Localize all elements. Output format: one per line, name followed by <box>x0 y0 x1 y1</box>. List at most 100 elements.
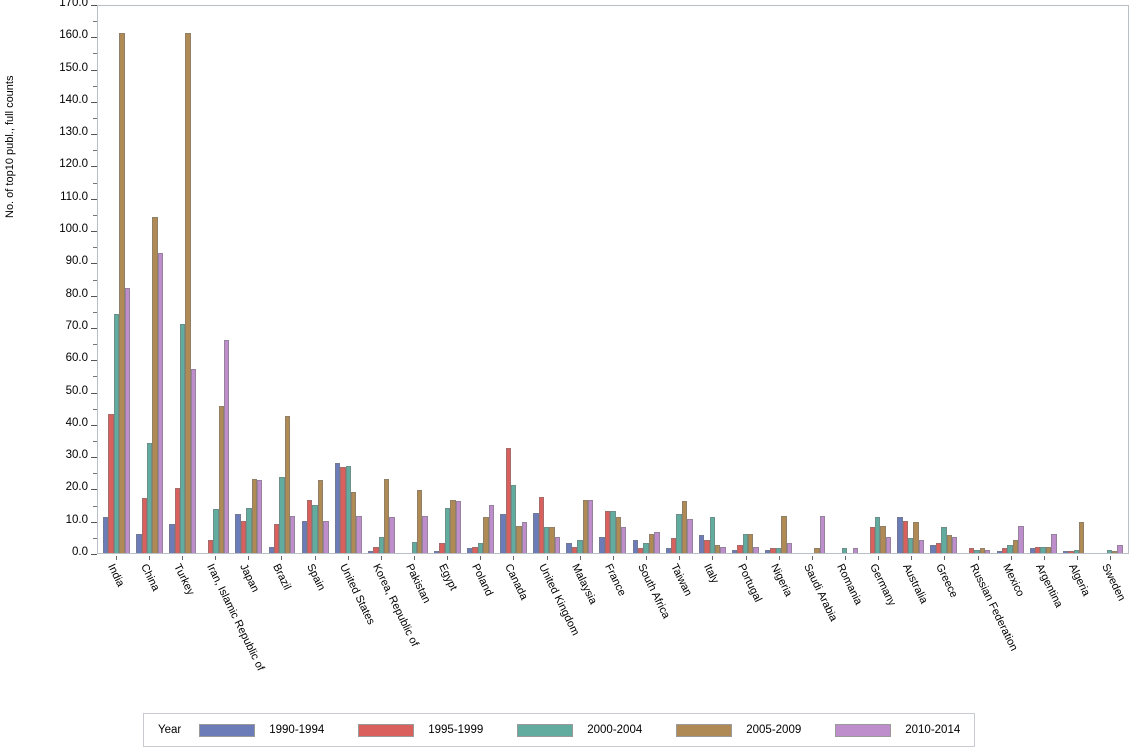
bar <box>124 288 131 553</box>
y-tick-minor <box>0 505 97 507</box>
legend-item[interactable]: 1990-1994 <box>199 723 324 737</box>
y-tick-label: 130.0 <box>59 126 88 139</box>
bar <box>632 540 638 553</box>
legend-item[interactable]: 2005-2009 <box>676 723 801 737</box>
legend-item[interactable]: 1995-1999 <box>358 723 484 737</box>
x-axis-label: Australia <box>900 562 931 606</box>
bar-groups <box>98 6 1128 553</box>
x-axis-tick: Japan <box>232 556 265 691</box>
x-axis-tick: Algeria <box>1061 556 1094 691</box>
bar <box>1045 546 1052 553</box>
bar <box>323 520 329 553</box>
x-axis-label: Turkey <box>171 562 197 598</box>
bar <box>742 533 749 553</box>
legend-label: 1995-1999 <box>428 724 484 736</box>
y-tick-label: 20.0 <box>65 481 88 494</box>
bar <box>345 465 351 553</box>
y-tick-minor <box>0 279 97 281</box>
plot-area <box>97 5 1129 554</box>
x-axis-label: Germany <box>867 562 899 608</box>
y-tick-label: 50.0 <box>65 384 88 397</box>
bar <box>615 517 622 553</box>
x-axis-tick: Romania <box>828 556 864 691</box>
bar <box>334 462 341 553</box>
bar <box>770 548 776 553</box>
bar <box>941 527 947 553</box>
legend-item[interactable]: 2010-2014 <box>835 723 960 737</box>
bar <box>103 517 109 553</box>
bar <box>709 517 715 553</box>
bar <box>704 540 710 553</box>
bar-group <box>596 6 629 553</box>
x-axis-label: Greece <box>933 562 961 600</box>
y-tick-label: 110.0 <box>60 190 88 203</box>
y-tick-minor <box>0 182 97 184</box>
bar <box>1117 544 1123 553</box>
bar-group <box>960 6 993 553</box>
bar <box>665 548 672 553</box>
bar-group <box>696 6 729 553</box>
y-tick: 130.0 <box>0 126 97 138</box>
bar <box>852 548 859 553</box>
legend-items: 1990-1994 1995-1999 2000-2004 2005-2009 2010… <box>199 723 960 737</box>
y-tick-label: 100.0 <box>59 223 88 236</box>
bar-group <box>927 6 960 553</box>
bar-group <box>828 6 861 553</box>
y-tick: 50.0 <box>0 385 97 397</box>
bar <box>340 467 346 553</box>
bar <box>549 527 555 553</box>
x-axis-label: Egypt <box>436 562 460 593</box>
bar-group <box>166 6 199 553</box>
bar <box>930 544 936 553</box>
bar-group <box>729 6 762 553</box>
bar <box>1068 551 1074 553</box>
bar-group <box>365 6 398 553</box>
bar <box>1012 540 1019 553</box>
x-axis-tick: Mexico <box>994 556 1027 691</box>
bar <box>571 546 578 553</box>
y-tick-minor <box>0 247 97 249</box>
x-axis-label: Taiwan <box>668 562 695 599</box>
legend-title: Year <box>158 724 182 736</box>
bar-group <box>100 6 133 553</box>
y-tick-minor <box>0 408 97 410</box>
x-axis-label: Brazil <box>270 562 294 592</box>
y-tick-label: 10.0 <box>65 513 88 526</box>
x-axis-labels: India China Turkey Iran, Islamic Republic o… <box>97 556 1129 691</box>
x-axis-tick: Taiwan <box>663 556 696 691</box>
x-axis-tick: Italy <box>696 556 729 691</box>
bar <box>108 414 114 553</box>
x-axis-tick: Korea, Republic of <box>364 556 421 691</box>
bar <box>604 511 611 553</box>
bar-group <box>265 6 298 553</box>
x-axis-tick: Brazil <box>265 556 298 691</box>
x-axis-label: India <box>104 562 127 589</box>
bar <box>383 478 390 553</box>
bar <box>946 535 952 553</box>
bar <box>1106 549 1113 553</box>
bar-group <box>232 6 265 553</box>
bar <box>985 549 991 553</box>
bar <box>251 478 257 553</box>
x-axis-tick: Turkey <box>165 556 198 691</box>
x-axis-tick: Argentina <box>1027 556 1065 691</box>
legend-item[interactable]: 2000-2004 <box>517 723 642 737</box>
bar <box>378 536 384 553</box>
y-tick: 0.0 <box>0 546 97 558</box>
bar <box>417 490 423 553</box>
bar <box>1062 551 1069 553</box>
x-axis-tick: Sweden <box>1094 556 1128 691</box>
x-axis-label: China <box>137 562 162 594</box>
y-tick-label: 120.0 <box>59 158 88 171</box>
bar <box>488 504 495 553</box>
x-axis-tick: France <box>596 556 629 691</box>
bar <box>587 499 594 553</box>
bar <box>841 548 848 553</box>
bar <box>483 517 489 553</box>
bar-group <box>497 6 530 553</box>
bar <box>538 496 545 553</box>
bar <box>273 523 280 553</box>
bar <box>500 514 506 553</box>
bar <box>444 507 451 553</box>
bar-group <box>431 6 464 553</box>
